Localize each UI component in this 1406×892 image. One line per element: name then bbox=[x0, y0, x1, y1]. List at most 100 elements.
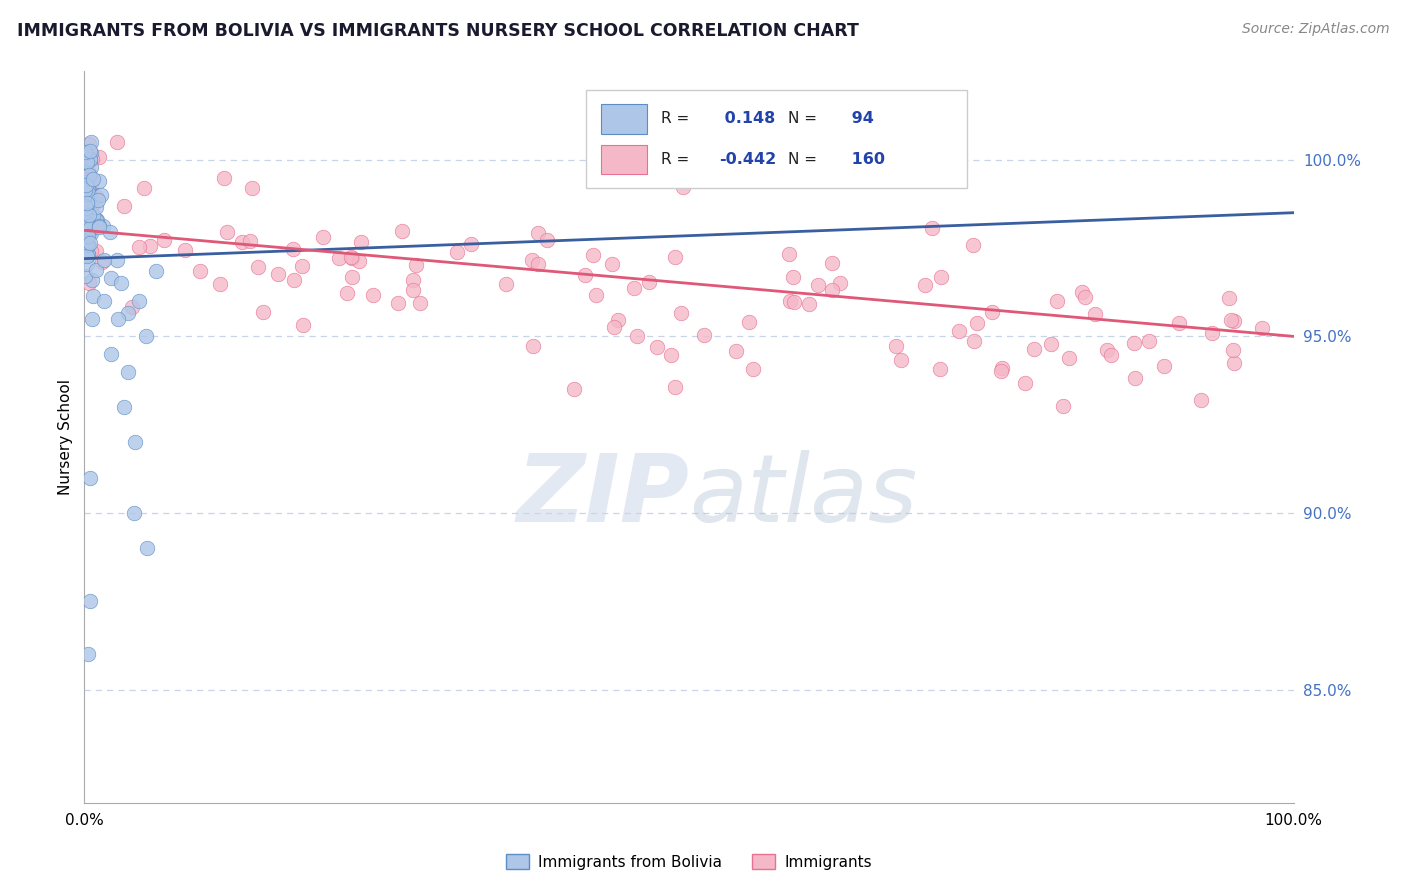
Point bbox=[778, 247, 800, 261]
Point bbox=[100, 271, 122, 285]
Point bbox=[105, 252, 128, 267]
Point bbox=[921, 221, 943, 235]
Point bbox=[77, 183, 100, 197]
Point bbox=[75, 199, 97, 213]
Point bbox=[669, 305, 692, 319]
Point bbox=[962, 238, 984, 252]
Point bbox=[83, 211, 105, 226]
Text: 160: 160 bbox=[846, 152, 886, 167]
Text: ZIP: ZIP bbox=[516, 450, 689, 541]
Point bbox=[79, 192, 101, 206]
Point bbox=[77, 238, 100, 252]
Point bbox=[75, 157, 97, 171]
Point bbox=[1168, 316, 1191, 330]
Point bbox=[828, 277, 851, 291]
Point bbox=[86, 244, 108, 259]
Point bbox=[79, 471, 101, 485]
Point bbox=[105, 135, 128, 149]
Point bbox=[75, 175, 97, 189]
Point bbox=[215, 225, 238, 239]
Point bbox=[292, 318, 315, 332]
Point bbox=[188, 264, 211, 278]
Point bbox=[76, 202, 98, 216]
Point bbox=[342, 251, 364, 265]
Point bbox=[76, 196, 98, 211]
Point bbox=[692, 328, 714, 343]
Point bbox=[77, 208, 100, 222]
Point bbox=[350, 235, 373, 249]
Point bbox=[77, 186, 100, 200]
Point bbox=[73, 227, 96, 241]
Point bbox=[267, 268, 290, 282]
Point bbox=[112, 198, 135, 212]
Point bbox=[76, 188, 98, 202]
Point bbox=[312, 229, 335, 244]
Point bbox=[252, 305, 274, 319]
Point bbox=[75, 191, 97, 205]
Point bbox=[209, 277, 232, 291]
Text: IMMIGRANTS FROM BOLIVIA VS IMMIGRANTS NURSERY SCHOOL CORRELATION CHART: IMMIGRANTS FROM BOLIVIA VS IMMIGRANTS NU… bbox=[17, 22, 859, 40]
Point bbox=[73, 219, 96, 233]
Point bbox=[100, 347, 122, 361]
Point bbox=[79, 144, 101, 158]
Point bbox=[76, 189, 98, 203]
Point bbox=[121, 300, 143, 314]
Point bbox=[779, 293, 801, 308]
Point bbox=[602, 257, 624, 271]
Point bbox=[89, 150, 111, 164]
Point bbox=[247, 260, 270, 274]
Point bbox=[75, 234, 97, 248]
Point bbox=[79, 152, 101, 166]
Point bbox=[86, 212, 108, 227]
Point bbox=[1125, 370, 1147, 384]
Point bbox=[76, 249, 98, 263]
Point bbox=[77, 227, 100, 241]
Point bbox=[75, 216, 97, 230]
Point bbox=[75, 194, 97, 208]
Point bbox=[75, 192, 97, 206]
Point bbox=[929, 362, 952, 376]
Point bbox=[124, 435, 146, 450]
Point bbox=[76, 247, 98, 261]
Point bbox=[93, 293, 115, 308]
Point bbox=[90, 254, 112, 268]
Point bbox=[76, 207, 98, 221]
Point bbox=[797, 297, 820, 311]
Point bbox=[79, 244, 101, 258]
Point bbox=[80, 152, 103, 166]
Point bbox=[239, 235, 262, 249]
Point bbox=[1014, 376, 1036, 390]
Point bbox=[76, 248, 98, 262]
Point bbox=[931, 270, 953, 285]
Point bbox=[80, 135, 103, 149]
Point bbox=[391, 225, 413, 239]
Point bbox=[73, 183, 96, 197]
Point bbox=[75, 214, 97, 228]
FancyBboxPatch shape bbox=[586, 90, 967, 188]
Point bbox=[76, 212, 98, 227]
Text: N =: N = bbox=[789, 112, 823, 127]
Point bbox=[948, 324, 970, 338]
Point bbox=[1219, 313, 1241, 327]
Point bbox=[82, 208, 104, 222]
Point bbox=[76, 236, 98, 251]
Point bbox=[581, 248, 603, 262]
Point bbox=[1040, 336, 1063, 351]
Point bbox=[77, 648, 100, 662]
Point bbox=[522, 253, 544, 268]
Point bbox=[1201, 326, 1223, 341]
Point bbox=[73, 268, 96, 283]
Point bbox=[75, 186, 97, 201]
Point bbox=[76, 179, 98, 194]
Point bbox=[606, 313, 628, 327]
Point bbox=[77, 151, 100, 165]
Point bbox=[914, 277, 936, 292]
Point bbox=[890, 353, 912, 368]
Point bbox=[626, 329, 648, 343]
Point bbox=[117, 306, 139, 320]
Point bbox=[77, 189, 100, 203]
Point bbox=[76, 208, 98, 222]
Point bbox=[725, 344, 748, 359]
Point bbox=[80, 178, 103, 192]
Point bbox=[460, 237, 482, 252]
